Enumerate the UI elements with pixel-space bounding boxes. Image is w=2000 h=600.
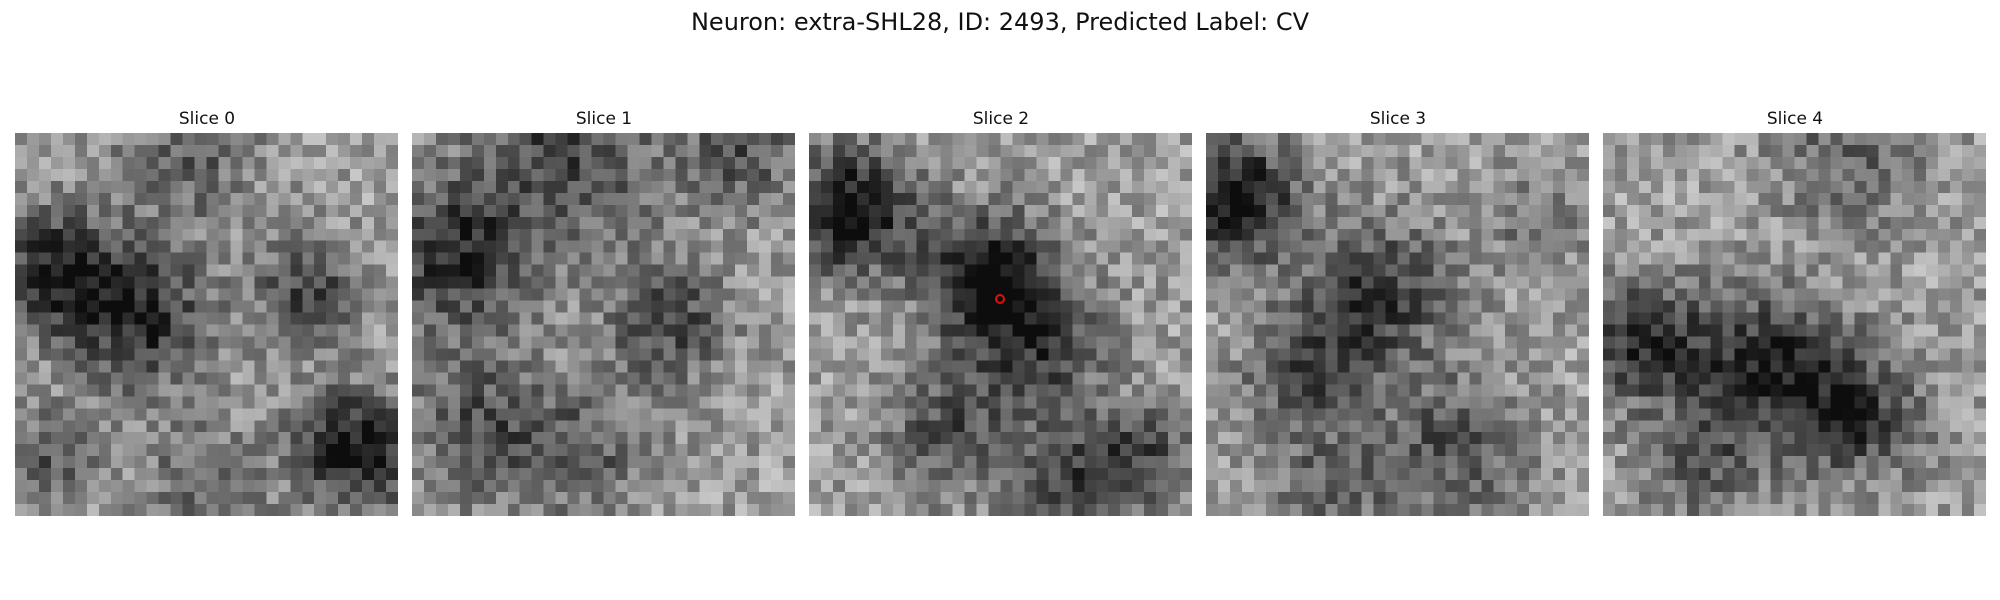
slice-panel-2: Slice 2 <box>809 108 1193 516</box>
slice-image <box>809 133 1192 516</box>
slice-title: Slice 3 <box>1369 109 1427 129</box>
slice-title: Slice 2 <box>972 109 1030 129</box>
slice-image <box>1206 133 1589 516</box>
slice-panel-3: Slice 3 <box>1206 108 1590 516</box>
slice-panel-4: Slice 4 <box>1603 108 1987 516</box>
slice-image <box>1603 133 1986 516</box>
center-marker <box>995 294 1005 304</box>
slice-title: Slice 1 <box>575 109 633 129</box>
slice-panel-0: Slice 0 <box>15 108 399 516</box>
slice-title: Slice 4 <box>1766 109 1824 129</box>
slice-image <box>15 133 398 516</box>
figure-title: Neuron: extra-SHL28, ID: 2493, Predicted… <box>690 8 1310 36</box>
slice-title: Slice 0 <box>178 109 236 129</box>
slice-panel-1: Slice 1 <box>412 108 796 516</box>
slice-image <box>412 133 795 516</box>
